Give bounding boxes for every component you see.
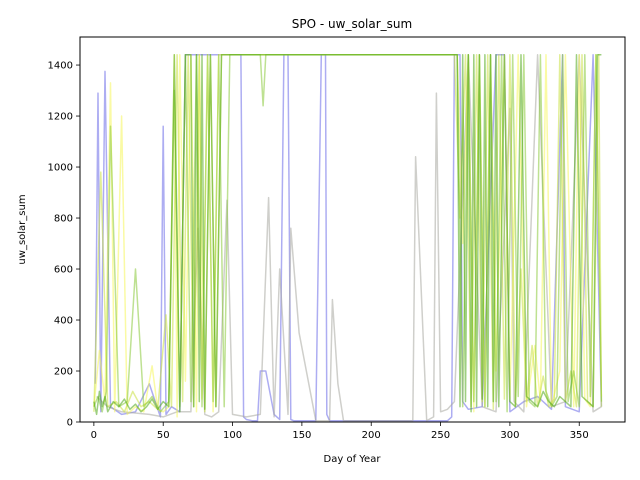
x-tick-label: 200 (362, 430, 381, 441)
chart-title: SPO - uw_solar_sum (292, 17, 412, 31)
y-tick-label: 400 (54, 316, 73, 327)
x-axis-label: Day of Year (324, 454, 382, 465)
plot-frame (79, 36, 626, 423)
x-tick-label: 150 (292, 430, 311, 441)
y-tick-label: 1200 (48, 112, 73, 123)
y-tick-label: 1000 (48, 163, 73, 174)
x-axis: 0 50 100 150 200 250 300 350 (91, 422, 589, 441)
y-tick-label: 200 (54, 367, 73, 378)
y-tick-label: 800 (54, 214, 73, 225)
x-tick-label: 250 (431, 430, 450, 441)
y-axis: 0 200 400 600 800 1000 1200 1400 (48, 61, 80, 429)
y-tick-label: 0 (67, 418, 73, 429)
series-line-6 (93, 54, 602, 416)
x-tick-label: 100 (223, 430, 242, 441)
y-axis-label: uw_solar_sum (17, 194, 28, 264)
y-tick-label: 1400 (48, 61, 73, 72)
series-line-4 (93, 54, 603, 413)
x-tick-label: 300 (500, 430, 519, 441)
x-tick-label: 0 (91, 430, 97, 441)
series-layer (93, 54, 603, 422)
y-tick-label: 600 (54, 265, 73, 276)
x-tick-label: 350 (570, 430, 589, 441)
x-tick-label: 50 (157, 430, 170, 441)
